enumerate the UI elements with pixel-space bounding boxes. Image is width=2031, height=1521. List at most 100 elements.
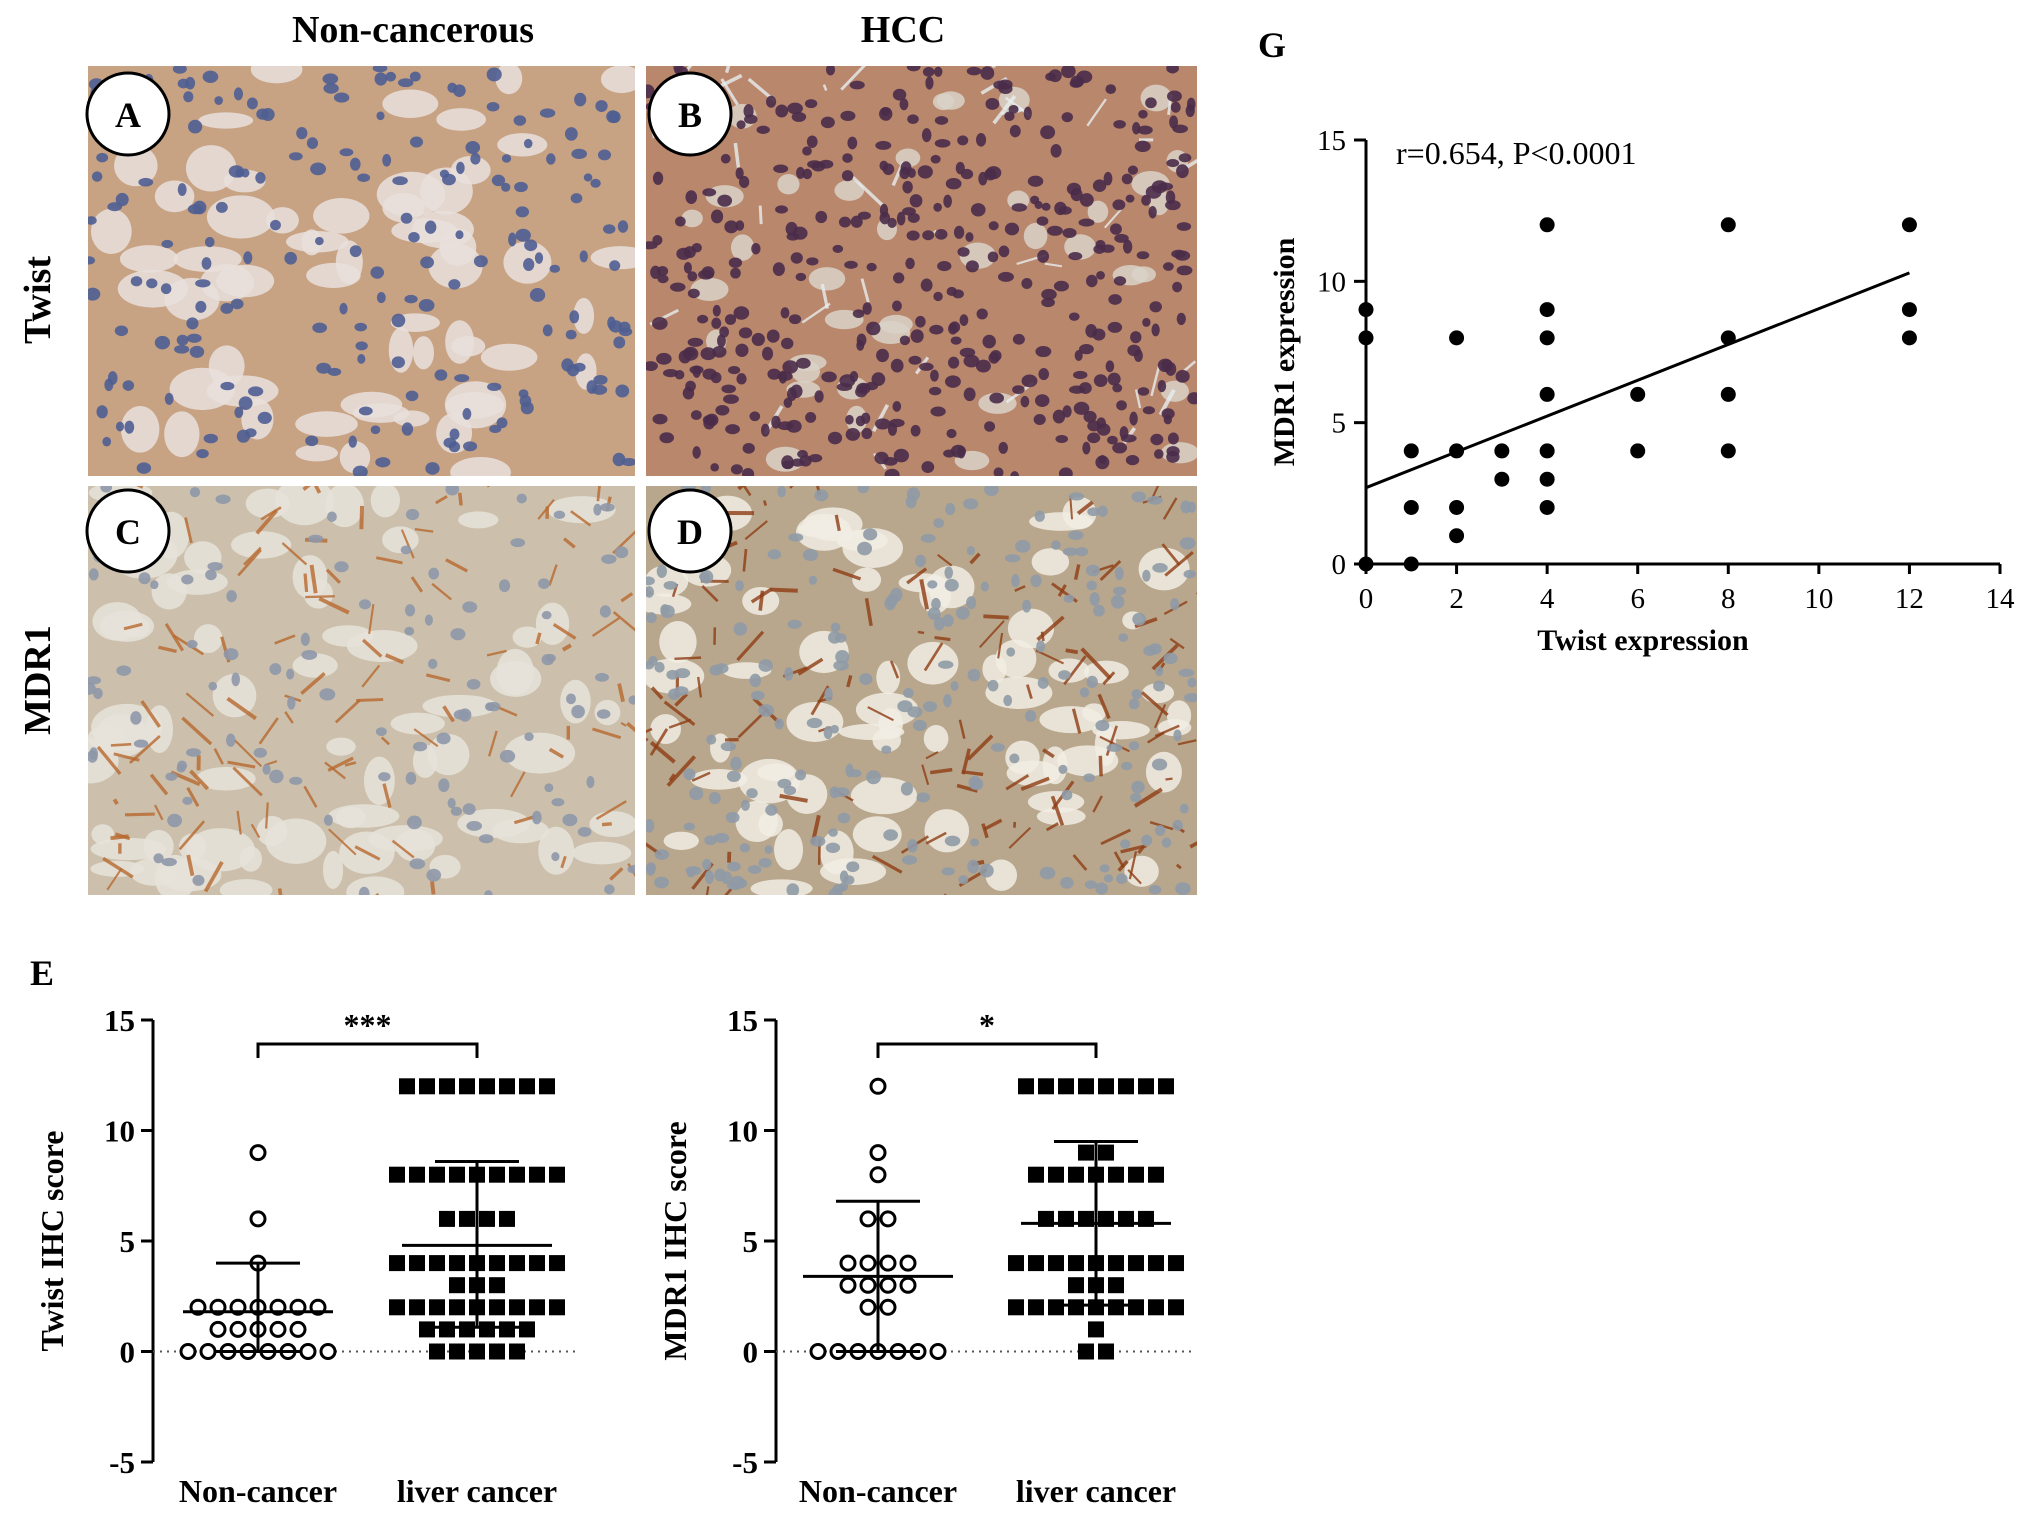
stain-membrane: [1026, 684, 1033, 700]
data-point: [1449, 499, 1465, 515]
cell-nucleus: [1130, 331, 1142, 344]
tissue-lumen: [295, 411, 358, 437]
cell-nucleus: [840, 110, 856, 121]
stain-membrane: [313, 486, 322, 494]
cell-nucleus: [301, 649, 318, 660]
data-point: [879, 1210, 897, 1228]
cell-nucleus: [400, 545, 412, 555]
cell-nucleus: [1172, 124, 1188, 134]
cell-nucleus: [906, 487, 921, 501]
data-point: [179, 1343, 197, 1360]
cell-nucleus: [970, 203, 986, 217]
cell-nucleus: [945, 502, 956, 516]
tissue-lumen: [376, 171, 446, 217]
cell-nucleus: [927, 607, 941, 620]
cell-nucleus: [425, 462, 440, 475]
stain-membrane: [359, 505, 364, 530]
data-point: [459, 1078, 475, 1095]
data-point: [859, 1298, 877, 1316]
cell-nucleus: [182, 796, 193, 805]
cell-nucleus: [839, 870, 849, 884]
stain-membrane: [1105, 725, 1118, 756]
data-point: [1168, 1299, 1184, 1316]
data-point: [479, 1210, 495, 1227]
stain-membrane: [978, 620, 1005, 648]
tissue-lumen: [852, 567, 882, 592]
stain-membrane: [1005, 774, 1030, 791]
cell-nucleus: [683, 246, 696, 259]
stain-membrane: [871, 403, 890, 433]
data-point: [1494, 443, 1510, 459]
data-point: [859, 1254, 877, 1272]
cell-nucleus: [595, 100, 608, 112]
cell-nucleus: [615, 384, 630, 398]
x-category-label: liver cancer: [1016, 1473, 1176, 1509]
cell-nucleus: [1145, 97, 1157, 109]
tissue-lumen: [90, 208, 132, 255]
cell-nucleus: [838, 216, 851, 228]
cell-nucleus: [1079, 193, 1094, 207]
tissue-lumen: [458, 511, 499, 529]
micrograph-b: [646, 66, 1197, 476]
cell-nucleus: [579, 250, 588, 263]
micrograph-a: [88, 66, 635, 476]
stain-membrane: [181, 716, 213, 746]
stain-membrane: [561, 643, 572, 652]
cell-nucleus: [375, 727, 387, 736]
cell-nucleus: [802, 168, 813, 180]
cell-nucleus: [879, 106, 893, 121]
tissue-lumen: [1161, 442, 1197, 464]
cell-nucleus: [730, 756, 742, 771]
data-point: [1539, 330, 1555, 346]
data-point: [1630, 386, 1646, 402]
cell-nucleus: [404, 604, 416, 617]
cell-nucleus: [952, 289, 964, 299]
cell-nucleus: [544, 783, 554, 793]
cell-nucleus: [1004, 554, 1021, 563]
cell-nucleus: [234, 406, 244, 419]
tissue-lumen: [504, 732, 576, 774]
cell-nucleus: [1113, 119, 1126, 129]
cell-nucleus: [760, 423, 770, 437]
cell-nucleus: [746, 788, 758, 799]
cell-nucleus: [192, 200, 207, 215]
stain-membrane: [513, 815, 535, 825]
cell-nucleus: [1037, 677, 1049, 689]
data-point: [529, 1299, 545, 1316]
stain-membrane: [966, 734, 994, 761]
cell-nucleus: [933, 518, 945, 529]
cell-nucleus: [1074, 349, 1083, 361]
cell-nucleus: [775, 104, 789, 118]
data-point: [289, 1320, 307, 1338]
stain-membrane: [1153, 704, 1167, 729]
cell-nucleus: [1098, 454, 1107, 464]
stain-membrane: [114, 832, 131, 841]
stain-membrane: [486, 649, 507, 657]
stain-membrane: [724, 66, 731, 74]
tissue-lumen: [512, 626, 542, 648]
stain-membrane: [324, 761, 346, 780]
cell-nucleus: [1084, 880, 1097, 889]
cell-nucleus: [652, 171, 664, 185]
cell-nucleus: [257, 411, 272, 424]
tissue-lumen: [777, 174, 800, 195]
stain-membrane: [958, 719, 966, 739]
cell-nucleus: [837, 812, 851, 824]
cell-nucleus: [689, 786, 704, 801]
data-point: [1128, 1255, 1144, 1272]
cell-nucleus: [1138, 109, 1148, 119]
cell-nucleus: [231, 672, 241, 687]
stain-membrane: [327, 756, 354, 772]
cell-nucleus: [1087, 420, 1101, 432]
cell-nucleus: [88, 216, 97, 225]
cell-nucleus: [1054, 201, 1067, 216]
cell-nucleus: [799, 454, 812, 467]
data-point: [399, 1078, 415, 1095]
cell-nucleus: [1120, 839, 1131, 849]
cell-nucleus: [781, 455, 794, 470]
cell-nucleus: [922, 66, 935, 77]
data-point: [839, 1254, 857, 1272]
stain-membrane: [226, 696, 257, 721]
cell-nucleus: [420, 256, 434, 269]
